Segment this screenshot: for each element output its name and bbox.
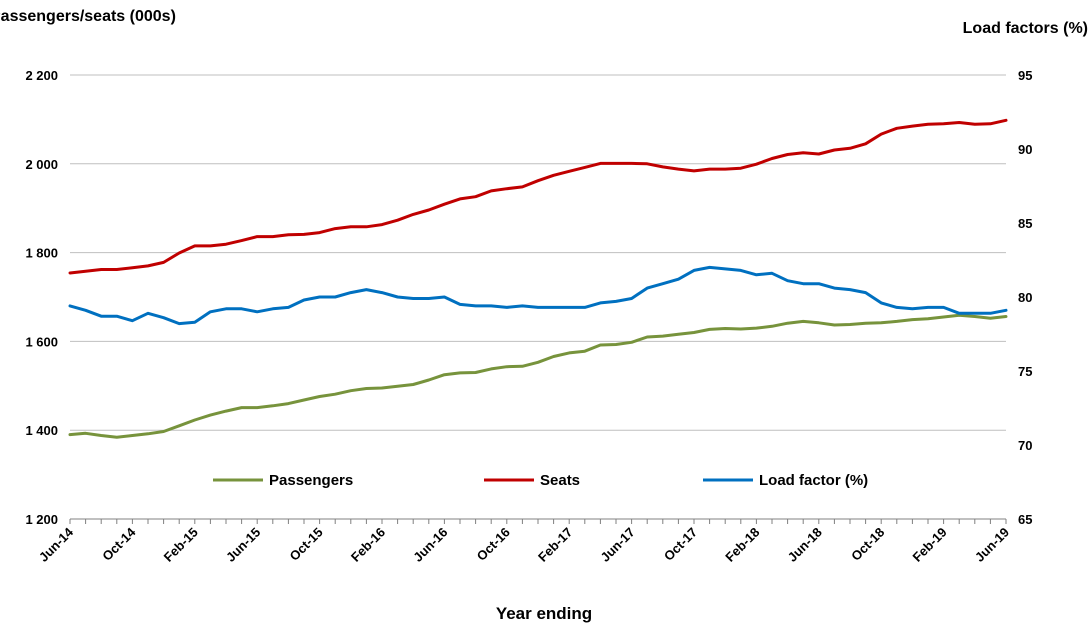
x-tick-label: Oct-14: [99, 524, 139, 564]
y-right-tick-label: 70: [1018, 438, 1032, 453]
legend-label: Seats: [540, 472, 580, 489]
y-left-tick-label: 2 200: [25, 68, 58, 83]
y-right-tick-label: 65: [1018, 512, 1032, 527]
y-left-tick-label: 2 000: [25, 157, 58, 172]
x-tick-label: Jun-17: [597, 525, 637, 565]
y-right-tick-label: 95: [1018, 68, 1032, 83]
x-tick-label: Oct-18: [848, 525, 887, 564]
gridlines: [70, 74, 1006, 431]
right-axis-title: Load factors (%): [962, 20, 1088, 37]
series-line: [68, 313, 1008, 439]
x-tick-label: Oct-17: [661, 525, 700, 564]
left-axis-title: Passengers/seats (000s): [0, 8, 176, 25]
y-left-tick-label: 1 400: [25, 423, 58, 438]
x-tick-label: Jun-18: [785, 525, 825, 565]
x-tick-label: Jun-19: [972, 525, 1012, 565]
x-axis-title: Year ending: [495, 604, 593, 623]
y-left-tick-label: 1 600: [25, 334, 58, 349]
legend-label: Load factor (%): [759, 472, 868, 489]
y-right-tick-label: 90: [1018, 142, 1032, 157]
x-tick-label: Feb-19: [909, 525, 949, 565]
series-line: [68, 265, 1008, 326]
x-tick-label: Jun-14: [36, 524, 77, 565]
x-tick-label: Oct-15: [286, 525, 325, 564]
y-left-tick-label: 1 800: [25, 246, 58, 261]
y-right-tick-label: 75: [1018, 364, 1032, 379]
axes: 1 200 1 400 1 600 1 800 2 000 2 200 65 70 75 80 85…: [25, 68, 1032, 565]
x-tick-label: Jun-16: [410, 525, 450, 565]
x-tick-label: Oct-16: [474, 525, 513, 564]
legend-label: Passengers: [269, 472, 353, 489]
x-tick-label: Feb-17: [535, 525, 575, 565]
y-right-tick-label: 80: [1018, 290, 1032, 305]
legend: Passengers Seats Load factor (%): [213, 472, 868, 489]
y-right-tick-label: 85: [1018, 216, 1032, 231]
y-left-tick-label: 1 200: [25, 512, 58, 527]
x-tick-label: Feb-18: [722, 525, 762, 565]
x-tick-label: Feb-15: [161, 525, 201, 565]
series-lines: [68, 118, 1008, 439]
x-tick-label: Feb-16: [348, 525, 388, 565]
series-line: [68, 118, 1008, 275]
x-tick-label: Jun-15: [223, 525, 263, 565]
